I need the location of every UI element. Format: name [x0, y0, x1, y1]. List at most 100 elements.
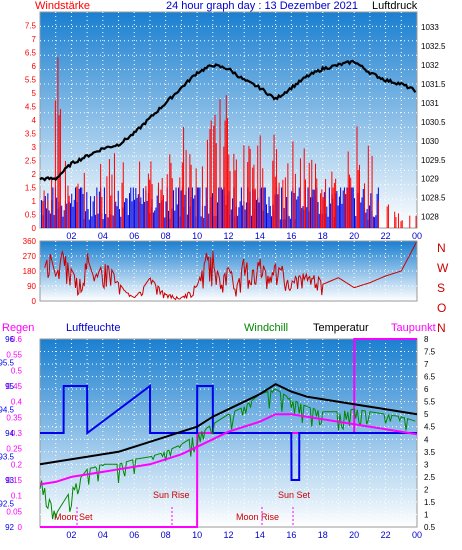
wind-tick-label: 0.5 [25, 211, 37, 220]
header-title: 24 hour graph day : 13 Dezember 2021 [166, 0, 358, 12]
humidity-tick-label: 93 [5, 476, 14, 485]
temperature-tick-label: 2.5 [424, 473, 436, 482]
humidity-tick-label: 92 [5, 523, 14, 532]
direction-tick-label: 360 [23, 237, 37, 246]
humidity-tick-label: 96 [5, 335, 14, 344]
x-tick-label: 02 [66, 231, 76, 241]
x-tick-label: 00 [412, 231, 422, 241]
temperature-line [39, 382, 418, 466]
x-tick-label: 12 [223, 231, 233, 241]
x-tick-label: 12 [223, 530, 233, 540]
wind-tick-label: 6.5 [25, 49, 37, 58]
direction-tick-label: 180 [23, 267, 37, 276]
humidity-line [40, 384, 417, 481]
temperature-tick-label: 5.5 [424, 398, 436, 407]
label-luftfeuchte: Luftfeuchte [66, 322, 120, 334]
x-tick-label: 10 [192, 231, 202, 241]
direction-line [44, 241, 417, 301]
wind-tick-label: 1 [32, 197, 37, 206]
temperature-tick-label: 7 [424, 360, 429, 369]
header-luftdruck: Luftdruck [372, 0, 418, 12]
x-tick-label: 08 [161, 530, 171, 540]
temperature-tick-label: 3 [424, 460, 429, 469]
direction-tick-label: 0 [32, 297, 37, 306]
temperature-tick-label: 5 [424, 410, 429, 419]
humidity-tick-label: 95.5 [0, 359, 15, 368]
chart-marks [39, 57, 418, 528]
wind-tick-label: 5.5 [25, 76, 37, 85]
pressure-line [39, 59, 417, 182]
pressure-tick-label: 1029 [421, 175, 439, 184]
annotation-sun-rise: Sun Rise [153, 490, 190, 500]
direction-tick-label: 270 [23, 252, 37, 261]
annotation-moon-set: Moon Set [54, 512, 93, 522]
x-tick-label: 22 [381, 530, 391, 540]
pressure-tick-label: 1031 [421, 99, 439, 108]
pressure-tick-label: 1030 [421, 137, 439, 146]
wind-tick-label: 0 [32, 224, 37, 233]
label-temperatur: Temperatur [313, 322, 369, 334]
regen-tick-label: 0.15 [6, 476, 22, 485]
wind-tick-label: 3.5 [25, 130, 37, 139]
wind-tick-label: 6 [32, 62, 37, 71]
x-tick-label: 02 [66, 530, 76, 540]
x-tick-label: 06 [129, 530, 139, 540]
regen-tick-label: 0.5 [11, 366, 23, 375]
x-tick-label: 18 [318, 530, 328, 540]
humidity-tick-label: 92.5 [0, 500, 15, 509]
dir-label-n-top: N [437, 241, 446, 255]
temperature-tick-label: 4 [424, 435, 429, 444]
x-tick-label: 16 [286, 530, 296, 540]
humidity-tick-label: 94 [5, 429, 14, 438]
regen-tick-label: 0.4 [11, 398, 23, 407]
wind-tick-label: 2 [32, 170, 37, 179]
windchill-line [39, 388, 416, 520]
pressure-tick-label: 1028 [421, 213, 439, 222]
temperature-tick-label: 6.5 [424, 373, 436, 382]
wind-tick-label: 4 [32, 116, 37, 125]
annotation-sun-set: Sun Set [278, 490, 311, 500]
wind-tick-label: 1.5 [25, 184, 37, 193]
regen-tick-label: 0.35 [6, 413, 22, 422]
wind-tick-label: 2.5 [25, 157, 37, 166]
pressure-tick-label: 1033 [421, 23, 439, 32]
regen-tick-label: 0.55 [6, 351, 22, 360]
wind-tick-label: 7 [32, 35, 37, 44]
dir-label-n-bottom: N [437, 321, 446, 335]
wind-tick-label: 4.5 [25, 103, 37, 112]
x-tick-label: 14 [255, 231, 265, 241]
pressure-tick-label: 1031.5 [421, 80, 446, 89]
wind-tick-label: 3 [32, 143, 37, 152]
direction-letters: N W S O N [437, 241, 449, 335]
pressure-tick-label: 1032.5 [421, 42, 446, 51]
dir-label-w: W [437, 261, 449, 275]
x-tick-label: 08 [161, 231, 171, 241]
regen-tick-label: 0.05 [6, 507, 22, 516]
x-tick-label: 22 [381, 231, 391, 241]
annotation-moon-rise: Moon Rise [236, 512, 279, 522]
regen-tick-label: 0.6 [11, 335, 23, 344]
temperature-tick-label: 7.5 [424, 348, 436, 357]
x-tick-label: 14 [255, 530, 265, 540]
dir-label-s: S [437, 281, 445, 295]
label-taupunkt: Taupunkt [391, 322, 436, 334]
temperature-tick-label: 6 [424, 385, 429, 394]
header-windstaerke: Windstärke [35, 0, 90, 12]
x-tick-label: 16 [286, 231, 296, 241]
temperature-tick-label: 8 [424, 335, 429, 344]
direction-tick-label: 90 [27, 282, 36, 291]
regen-tick-label: 0.45 [6, 382, 22, 391]
temperature-tick-label: 0.5 [424, 523, 436, 532]
x-tick-label: 00 [412, 530, 422, 540]
temperature-tick-label: 4.5 [424, 423, 436, 432]
pressure-tick-label: 1030.5 [421, 118, 446, 127]
x-tick-label: 18 [318, 231, 328, 241]
wind-tick-label: 7.5 [25, 22, 37, 31]
dewpoint-line [39, 413, 418, 486]
x-tick-label: 04 [98, 231, 108, 241]
humidity-tick-label: 95 [5, 382, 14, 391]
pressure-tick-label: 1028.5 [421, 194, 446, 203]
x-tick-label: 20 [349, 530, 359, 540]
